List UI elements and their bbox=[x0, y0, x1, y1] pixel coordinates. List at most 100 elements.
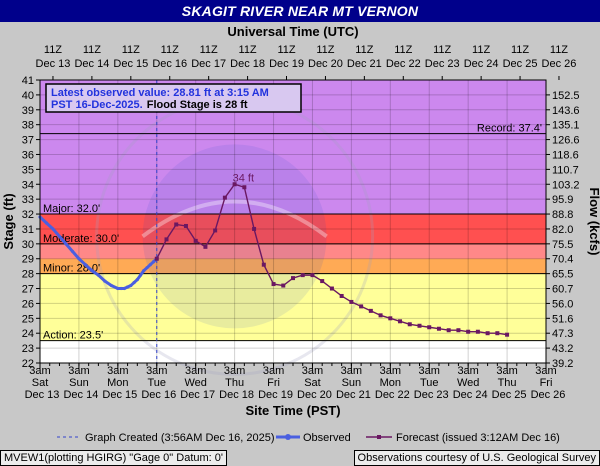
top-tick-time: 11Z bbox=[316, 44, 334, 56]
x-axis-title: Site Time (PST) bbox=[245, 403, 340, 418]
forecast-point bbox=[281, 283, 286, 288]
action-stage-label: Action: 23.5' bbox=[43, 330, 103, 342]
observed-point bbox=[70, 249, 75, 253]
right-tick-label: 65.5 bbox=[552, 269, 573, 281]
observed-point bbox=[132, 280, 136, 285]
observed-point bbox=[83, 263, 88, 267]
left-tick-label: 36 bbox=[22, 149, 34, 161]
left-tick-label: 33 bbox=[22, 194, 34, 206]
top-tick-date: Dec 16 bbox=[152, 58, 187, 70]
bottom-tick-time: 3am bbox=[29, 365, 50, 377]
legend-observed-label: Observed bbox=[303, 432, 351, 444]
top-tick-date: Dec 21 bbox=[347, 58, 382, 70]
bottom-tick-weekday: Fri bbox=[267, 377, 280, 389]
left-tick-label: 25 bbox=[22, 313, 34, 325]
right-tick-label: 152.5 bbox=[552, 90, 580, 102]
forecast-point bbox=[456, 328, 461, 333]
bottom-tick-date: Dec 13 bbox=[25, 389, 60, 401]
bottom-tick-weekday: Sat bbox=[32, 377, 49, 389]
observed-point bbox=[96, 273, 100, 277]
datum-note: MVEW1(plotting HGIRG) "Gage 0" Datum: 0' bbox=[0, 450, 227, 466]
bottom-tick-date: Dec 26 bbox=[531, 389, 566, 401]
left-tick-label: 24 bbox=[22, 328, 34, 340]
forecast-point bbox=[261, 262, 266, 267]
top-tick-time: 11Z bbox=[433, 44, 451, 56]
top-tick-date: Dec 19 bbox=[269, 58, 304, 70]
bottom-tick-date: Dec 17 bbox=[180, 389, 215, 401]
data-series: 34 ft bbox=[38, 80, 510, 363]
observed-point bbox=[119, 286, 123, 291]
forecast-point bbox=[339, 293, 344, 298]
right-tick-label: 110.7 bbox=[552, 164, 579, 176]
observed-point bbox=[125, 285, 130, 289]
forecast-point bbox=[495, 331, 500, 336]
left-tick-label: 35 bbox=[22, 164, 34, 176]
forecast-point bbox=[213, 228, 218, 233]
forecast-point bbox=[252, 226, 257, 231]
top-tick-time: 11Z bbox=[83, 44, 101, 56]
top-tick-date: Dec 13 bbox=[36, 58, 71, 70]
top-tick-time: 11Z bbox=[161, 44, 179, 56]
forecast-point bbox=[291, 276, 295, 281]
observed-point bbox=[103, 279, 107, 283]
bottom-tick-time: 3am bbox=[68, 365, 89, 377]
bottom-tick-time: 3am bbox=[107, 365, 128, 377]
latest-value-box: Latest observed value: 28.81 ft at 3:15 … bbox=[45, 83, 302, 113]
bottom-tick-weekday: Tue bbox=[147, 377, 166, 389]
right-tick-label: 118.6 bbox=[552, 149, 579, 161]
bottom-tick-weekday: Fri bbox=[540, 377, 553, 389]
observed-point bbox=[122, 286, 126, 291]
right-tick-label: 75.5 bbox=[552, 239, 573, 251]
minor-band bbox=[40, 258, 546, 274]
left-tick-label: 41 bbox=[22, 75, 34, 87]
forecast-point bbox=[466, 329, 471, 334]
bottom-tick-weekday: Sun bbox=[69, 377, 89, 389]
legend-forecast-label: Forecast (issued 3:12AM Dec 16) bbox=[396, 432, 560, 444]
legend: Graph Created (3:56AM Dec 16, 2025) Obser… bbox=[57, 432, 560, 444]
legend-observed-marker bbox=[285, 434, 291, 440]
left-tick-label: 29 bbox=[22, 254, 34, 266]
y-axis-title: Stage (ft) bbox=[1, 193, 16, 249]
bottom-tick-time: 3am bbox=[380, 365, 401, 377]
forecast-point bbox=[368, 308, 373, 313]
top-tick-time: 11Z bbox=[550, 44, 568, 56]
info-line-2: PST 16-Dec-2025. Flood Stage is 28 ft bbox=[51, 99, 248, 111]
top-tick-time: 11Z bbox=[355, 44, 373, 56]
forecast-point bbox=[320, 279, 325, 284]
info-line-2-blue: PST 16-Dec-2025. bbox=[51, 99, 143, 111]
bottom-tick-date: Dec 25 bbox=[492, 389, 527, 401]
seal-inner-disc bbox=[142, 144, 327, 329]
forecast-point bbox=[310, 273, 315, 278]
top-tick-date: Dec 15 bbox=[113, 58, 148, 70]
top-tick-date: Dec 22 bbox=[386, 58, 421, 70]
top-tick-date: Dec 20 bbox=[308, 58, 343, 70]
left-tick-label: 22 bbox=[22, 358, 34, 370]
bottom-tick-date: Dec 24 bbox=[453, 389, 488, 401]
bottom-tick-date: Dec 23 bbox=[414, 389, 449, 401]
forecast-point bbox=[436, 326, 441, 331]
forecast-point bbox=[407, 322, 412, 327]
left-tick-label: 38 bbox=[22, 120, 34, 132]
top-tick-date: Dec 23 bbox=[425, 58, 460, 70]
right-tick-label: 39.2 bbox=[552, 358, 573, 370]
forecast-point bbox=[300, 273, 305, 278]
forecast-point bbox=[329, 286, 334, 291]
forecast-point bbox=[485, 331, 490, 336]
top-tick-time: 11Z bbox=[122, 44, 140, 56]
left-tick-label: 26 bbox=[22, 298, 34, 310]
top-tick-time: 11Z bbox=[472, 44, 490, 56]
right-tick-label: 51.6 bbox=[552, 313, 573, 325]
observed-point bbox=[64, 242, 68, 246]
bottom-tick-weekday: Thu bbox=[498, 377, 517, 389]
bottom-tick-time: 3am bbox=[496, 365, 517, 377]
tick-labels: 22 23 24 25 26 27 28 29 30 31 32 33 34 35 36 37 38 39 40 41… bbox=[22, 44, 580, 401]
forecast-point bbox=[203, 244, 208, 249]
right-tick-label: 95.9 bbox=[552, 194, 573, 206]
bottom-tick-weekday: Sat bbox=[304, 377, 321, 389]
forecast-point bbox=[359, 304, 364, 309]
forecast-point bbox=[183, 223, 188, 228]
forecast-point bbox=[378, 313, 383, 318]
top-tick-time: 11Z bbox=[394, 44, 412, 56]
data-credit: Observations courtesy of U.S. Geological… bbox=[353, 450, 600, 466]
forecast-point bbox=[475, 329, 480, 334]
